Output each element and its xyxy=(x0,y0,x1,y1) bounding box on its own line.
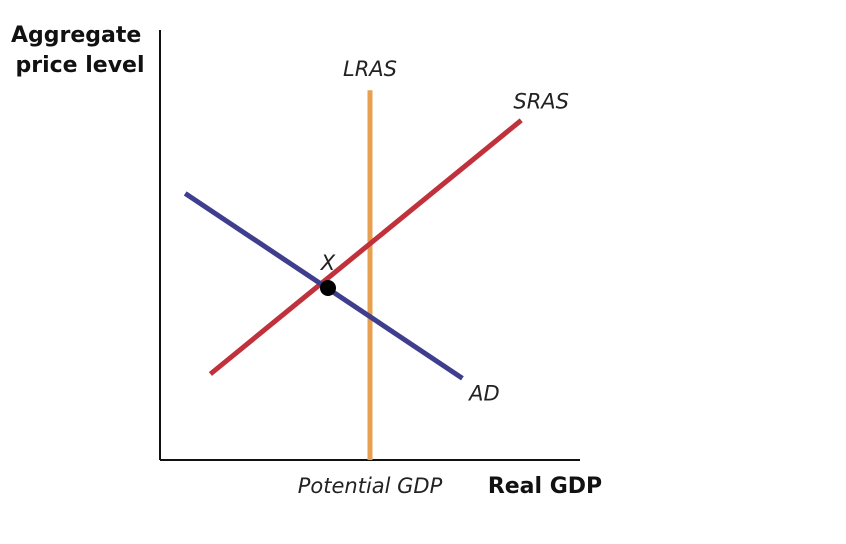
x-axis-tick-label: Potential GDP xyxy=(298,474,443,498)
ad-label: AD xyxy=(467,381,500,405)
sras-curve xyxy=(208,118,523,376)
plot-area: LRAS SRAS AD X xyxy=(159,30,580,461)
y-axis-title-line-2: price level xyxy=(15,53,144,78)
equilibrium-label: X xyxy=(320,251,336,275)
sras-label: SRAS xyxy=(513,89,569,113)
y-axis-title-line-1: Aggregate xyxy=(11,23,141,48)
x-axis-title: Real GDP xyxy=(488,474,602,499)
equilibrium-point xyxy=(320,280,336,296)
lras-label: LRAS xyxy=(343,57,397,81)
y-axis-title: Aggregate price level xyxy=(11,23,149,78)
